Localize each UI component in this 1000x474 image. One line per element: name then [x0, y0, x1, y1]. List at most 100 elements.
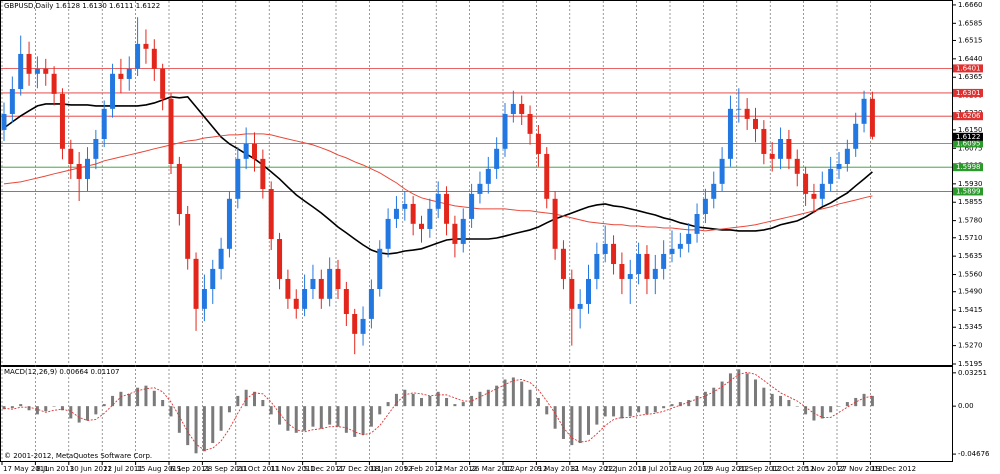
y-tick-label: 1.6075 [958, 144, 983, 152]
x-tick-label: 20 Sep 2012 [738, 465, 782, 473]
x-tick-label: 22 Jul 2011 [103, 465, 143, 473]
candle-body [611, 243, 617, 264]
candle-body [226, 198, 232, 249]
macd-bar [695, 395, 699, 407]
candle-body [844, 148, 850, 164]
level-label: 1.6095 [956, 139, 981, 147]
candle-body [477, 183, 483, 194]
candle-body [577, 303, 583, 309]
macd-bar [745, 373, 749, 407]
candle-body [235, 158, 241, 199]
macd-bar [269, 406, 273, 415]
macd-bar [77, 406, 81, 423]
candle-body [619, 263, 625, 279]
y-tick-label: 1.5930 [958, 180, 983, 188]
macd-bar [645, 406, 649, 415]
candle-body [702, 198, 708, 214]
y-tick-label: 1.5710 [958, 234, 983, 242]
candle-body [126, 68, 132, 79]
macd-bar [653, 406, 657, 413]
macd-bar [603, 406, 607, 417]
macd-bar [369, 406, 373, 427]
candle-body [402, 203, 408, 209]
y-tick-label: 1.6365 [958, 73, 983, 81]
macd-bar [628, 406, 632, 417]
candle-body [368, 288, 374, 319]
candle-body [377, 248, 383, 289]
candle-body [101, 108, 107, 139]
y-tick-label: 1.5490 [958, 288, 983, 296]
x-tick-label: 20 Oct 2011 [237, 465, 280, 473]
candle-body [85, 158, 90, 179]
candle-body [18, 53, 24, 89]
macd-bar [394, 393, 398, 407]
candle-body [210, 268, 216, 289]
candle-body [360, 318, 366, 334]
x-tick-label: 17 May 2011 [3, 465, 49, 473]
macd-bar [361, 406, 365, 435]
candle-body [135, 43, 141, 69]
macd-bar [60, 406, 64, 411]
macd-title: MACD(12,26,9) 0.00664 0.01107 [4, 368, 120, 376]
macd-bar [620, 406, 624, 419]
macd-bar [637, 406, 641, 413]
macd-bar [528, 389, 532, 407]
x-tick-label: 27 Dec 2011 [337, 465, 382, 473]
level-label: 1.5998 [956, 163, 981, 171]
candle-body [318, 278, 324, 299]
moving-average [3, 95, 873, 255]
macd-bar [587, 406, 590, 435]
macd-bar [779, 395, 783, 407]
macd-bar [453, 404, 457, 407]
macd-bar [728, 373, 732, 407]
candle-body [636, 253, 642, 275]
macd-bar [411, 393, 415, 407]
candle-body [828, 168, 834, 184]
candle-body [519, 103, 525, 114]
x-tick-label: 2 Mar 2012 [437, 465, 477, 473]
macd-bar [94, 406, 98, 415]
macd-bar [595, 406, 599, 425]
x-tick-label: 29 Aug 2012 [704, 465, 749, 473]
macd-bar [152, 390, 156, 407]
candle-body [352, 313, 358, 334]
x-tick-label: 15 Aug 2011 [137, 465, 182, 473]
candle-body [1, 113, 7, 130]
candle-body [836, 163, 842, 169]
price-title: GBPUSD,Daily 1.6128 1.6130 1.6111 1.6122 [4, 2, 160, 10]
candle-body [544, 153, 550, 199]
macd-bar [161, 400, 165, 407]
level-label-box [953, 88, 983, 97]
macd-bar [227, 406, 231, 413]
candle-body [285, 278, 291, 299]
macd-bar [737, 369, 741, 407]
macd-bar [754, 379, 757, 407]
y-tick-label: 1.6150 [958, 126, 983, 134]
x-tick-label: 31 May 2012 [571, 465, 617, 473]
candle-body [218, 248, 224, 269]
macd-bar [428, 395, 432, 407]
candle-body [686, 233, 692, 244]
macd-bar [787, 400, 791, 407]
candle-body [527, 113, 533, 134]
macd-window [0, 366, 953, 462]
candle-body [268, 188, 274, 239]
candle-body [469, 193, 475, 219]
macd-bar [804, 406, 808, 415]
macd-bar [102, 404, 106, 407]
x-tick-label: 16 Jul 2012 [638, 465, 678, 473]
macd-bar [403, 389, 407, 407]
level-label-box [953, 112, 983, 121]
macd-bar [486, 389, 490, 407]
candle-body [310, 278, 316, 289]
macd-bar [687, 400, 691, 407]
candle-body [736, 108, 742, 110]
macd-bar [670, 404, 674, 407]
x-tick-label: 9 Feb 2012 [404, 465, 443, 473]
macd-bar [344, 406, 348, 433]
candle-body [819, 183, 825, 199]
candle-body [502, 113, 508, 149]
y-tick-label: 1.5635 [958, 252, 983, 260]
candle-body [727, 108, 733, 159]
x-tick-label: 11 Nov 2011 [270, 465, 315, 473]
